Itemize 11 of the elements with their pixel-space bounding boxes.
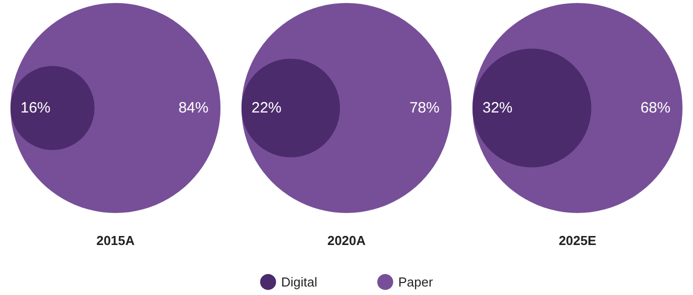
legend-label: Digital (281, 274, 318, 290)
data-label: 84% (178, 100, 208, 116)
legend-label: Paper (398, 274, 434, 290)
data-label: 68% (640, 100, 670, 116)
category-label: 2020A (327, 233, 366, 248)
category-label: 2015A (96, 233, 136, 248)
data-label: 78% (409, 100, 440, 116)
data-label: 16% (20, 100, 51, 116)
data-label: 22% (252, 100, 282, 116)
category-label: 2025E (558, 233, 597, 248)
data-label: 32% (482, 100, 513, 116)
